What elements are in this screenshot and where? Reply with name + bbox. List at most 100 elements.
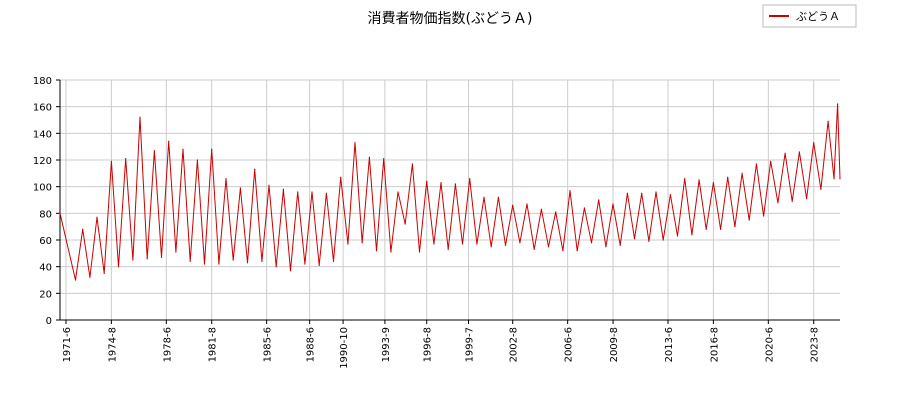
data-point xyxy=(218,263,220,265)
data-point xyxy=(633,238,636,240)
data-point xyxy=(297,191,299,193)
data-point xyxy=(598,199,600,201)
plot-background xyxy=(60,80,840,320)
data-point xyxy=(734,226,736,228)
data-point xyxy=(325,192,327,194)
data-point xyxy=(89,276,91,278)
data-point xyxy=(82,228,84,230)
data-point xyxy=(189,260,191,262)
data-point xyxy=(375,250,378,252)
data-point xyxy=(96,216,98,218)
data-point xyxy=(110,160,112,162)
x-tick-label: 2006-6 xyxy=(564,327,575,362)
data-point xyxy=(454,183,456,185)
y-tick-label: 180 xyxy=(33,76,52,87)
data-point xyxy=(813,142,815,144)
data-point xyxy=(390,251,392,253)
data-point xyxy=(705,228,707,230)
data-point xyxy=(282,188,284,190)
data-point xyxy=(182,148,184,150)
data-point xyxy=(354,142,356,144)
data-point xyxy=(175,251,177,253)
data-point xyxy=(117,266,120,268)
data-point xyxy=(833,178,835,180)
data-point xyxy=(139,116,141,118)
x-tick-label: 2023-8 xyxy=(810,327,821,362)
data-point xyxy=(605,246,607,248)
data-point xyxy=(562,250,564,252)
data-point xyxy=(741,172,743,174)
data-point xyxy=(103,272,105,274)
y-tick-label: 120 xyxy=(33,156,52,167)
data-point xyxy=(698,179,700,181)
data-point xyxy=(798,151,801,153)
legend: ぶどうＡ xyxy=(762,4,857,28)
data-point xyxy=(648,240,650,242)
data-point xyxy=(655,191,657,193)
x-tick-label: 2002-8 xyxy=(509,327,520,362)
x-tick-label: 1985-6 xyxy=(263,327,274,362)
data-point xyxy=(232,259,234,261)
data-point xyxy=(504,244,507,246)
data-point xyxy=(720,228,722,230)
x-tick-label: 1978-6 xyxy=(162,327,173,362)
data-point xyxy=(526,203,528,205)
data-point xyxy=(763,215,765,217)
data-point xyxy=(540,208,543,210)
data-point xyxy=(246,262,249,264)
x-tick-label: 1993-9 xyxy=(381,327,392,362)
data-point xyxy=(268,184,270,186)
data-point xyxy=(770,160,772,162)
data-point xyxy=(347,243,349,245)
data-point xyxy=(784,152,786,154)
data-point xyxy=(619,244,621,246)
x-axis: 1971-6 1974-8 1978-6 1981-8 1985-6 1988-6 1990… xyxy=(60,319,840,369)
data-point xyxy=(569,190,571,192)
y-tick-label: 140 xyxy=(33,129,52,140)
data-point xyxy=(289,270,292,272)
data-point xyxy=(669,194,672,196)
data-point xyxy=(74,279,77,281)
data-point xyxy=(461,243,464,245)
data-point xyxy=(239,187,241,189)
data-point xyxy=(497,196,499,198)
legend-label: ぶどうＡ xyxy=(796,10,840,23)
data-point xyxy=(583,207,586,209)
data-point xyxy=(490,246,492,248)
data-point xyxy=(676,235,679,237)
data-point xyxy=(404,223,406,225)
data-point xyxy=(806,198,808,200)
data-point xyxy=(469,178,471,180)
data-point xyxy=(533,248,535,250)
chart-title: 消費者物価指数(ぶどうＡ) xyxy=(368,11,533,27)
data-point xyxy=(361,242,363,244)
data-point xyxy=(311,191,313,193)
data-point xyxy=(261,260,263,262)
data-point xyxy=(519,242,521,244)
data-point xyxy=(196,159,198,161)
data-point xyxy=(691,234,693,236)
x-tick-label: 1999-7 xyxy=(465,327,476,362)
y-tick-label: 80 xyxy=(39,209,52,220)
data-point xyxy=(440,182,442,184)
grid xyxy=(60,79,840,321)
data-point xyxy=(160,256,163,258)
data-point xyxy=(368,156,370,158)
data-point xyxy=(153,150,155,152)
data-point xyxy=(555,211,557,213)
data-point xyxy=(146,258,148,260)
x-tick-label: 2009-8 xyxy=(609,327,620,362)
data-point xyxy=(820,188,822,190)
data-point xyxy=(203,263,206,265)
data-point xyxy=(727,176,729,178)
x-tick-label: 1988-6 xyxy=(306,327,317,362)
data-point xyxy=(839,178,841,180)
data-point xyxy=(304,263,306,265)
data-point xyxy=(662,239,664,241)
data-point xyxy=(512,204,514,206)
x-tick-label: 1990-10 xyxy=(339,327,350,369)
y-tick-label: 40 xyxy=(39,263,52,274)
data-point xyxy=(684,178,686,180)
data-point xyxy=(383,158,385,160)
